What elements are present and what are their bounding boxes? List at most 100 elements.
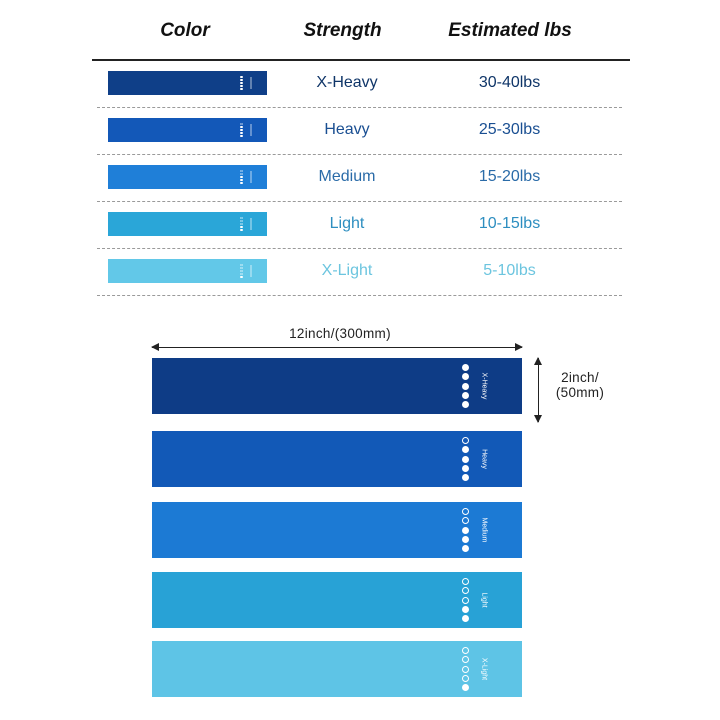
strength-dot	[461, 508, 469, 515]
strength-dot	[240, 170, 243, 172]
color-swatch	[108, 165, 267, 189]
width-arrow-icon	[534, 357, 542, 423]
strength-dot	[239, 276, 243, 278]
strength-value: Medium	[318, 168, 376, 185]
strength-dot	[239, 79, 243, 81]
band-label-mark	[250, 124, 252, 136]
length-dimension-label: 12inch/(300mm)	[289, 326, 391, 341]
strength-dot	[240, 267, 243, 269]
strength-dots-icon	[460, 437, 470, 481]
strength-dot	[239, 126, 243, 128]
strength-dot	[461, 455, 469, 463]
strength-dot	[240, 123, 243, 125]
strength-dot	[239, 226, 243, 228]
table-row: Light 10-15lbs	[97, 202, 622, 249]
strength-dots-icon	[460, 578, 470, 622]
row-divider	[97, 248, 622, 249]
row-divider	[97, 107, 622, 108]
lbs-value: 30-40lbs	[478, 74, 541, 91]
header-strength: Strength	[303, 20, 382, 41]
lbs-value: 25-30lbs	[478, 121, 541, 138]
strength-value: Heavy	[324, 121, 370, 138]
strength-dot	[461, 535, 469, 543]
strength-value: X-Heavy	[316, 74, 378, 91]
header-estimated-lbs: Estimated lbs	[448, 20, 572, 41]
strength-dots-icon	[238, 170, 244, 184]
strength-dot	[239, 135, 243, 137]
strength-dot	[461, 437, 469, 444]
strength-dot	[461, 684, 469, 691]
row-divider	[97, 154, 622, 155]
table-row: Medium 15-20lbs	[97, 155, 622, 202]
strength-dot	[240, 173, 243, 175]
strength-dot	[239, 229, 243, 231]
strength-dots-icon	[238, 217, 244, 231]
strength-dot	[461, 587, 469, 595]
header-divider	[92, 59, 630, 61]
row-divider	[97, 295, 622, 296]
width-dimension-line1: 2inch/	[561, 370, 599, 385]
strength-dot	[239, 179, 243, 181]
resistance-band: Light	[152, 572, 522, 628]
strength-dot	[461, 401, 469, 408]
color-swatch	[108, 71, 267, 95]
band-label-mark	[250, 77, 252, 89]
band-strength-label: Light	[480, 592, 488, 608]
strength-dot	[461, 596, 469, 604]
width-dimension-line2: (50mm)	[555, 385, 605, 400]
strength-dot	[461, 474, 469, 481]
band-strength-label: X-Light	[480, 657, 488, 681]
strength-dot	[240, 264, 243, 266]
strength-dot	[461, 382, 469, 390]
strength-dot	[239, 132, 243, 134]
strength-dot	[239, 85, 243, 87]
strength-dot	[239, 182, 243, 184]
strength-dot	[239, 82, 243, 84]
header-color: Color	[160, 20, 210, 41]
color-swatch	[108, 259, 267, 283]
table-row: X-Light 5-10lbs	[97, 249, 622, 296]
strength-dot	[240, 220, 243, 222]
strength-dot	[461, 517, 469, 525]
lbs-value: 10-15lbs	[478, 215, 541, 232]
band-label-mark	[250, 265, 252, 277]
strength-dot	[461, 605, 469, 613]
strength-dot	[461, 464, 469, 472]
strength-dot	[461, 373, 469, 381]
strength-dot	[239, 76, 243, 78]
strength-dot	[461, 446, 469, 454]
strength-dots-icon	[460, 647, 470, 691]
strength-dots-icon	[238, 76, 244, 90]
strength-dots-icon	[238, 264, 244, 278]
strength-dot	[239, 176, 243, 178]
band-strength-label: Heavy	[480, 449, 488, 469]
color-swatch	[108, 212, 267, 236]
length-arrow-icon	[151, 343, 523, 351]
strength-dot	[461, 545, 469, 552]
strength-dot	[461, 391, 469, 399]
strength-dot	[461, 615, 469, 622]
strength-dot	[240, 217, 243, 219]
strength-dot	[461, 526, 469, 534]
strength-value: Light	[329, 215, 365, 232]
resistance-band: Heavy	[152, 431, 522, 487]
strength-dots-icon	[460, 364, 470, 408]
strength-dots-icon	[460, 508, 470, 552]
strength-dot	[461, 364, 469, 371]
resistance-band: Medium	[152, 502, 522, 558]
lbs-value: 15-20lbs	[478, 168, 541, 185]
strength-dot	[461, 578, 469, 585]
width-dimension-label: 2inch/ (50mm)	[548, 370, 612, 400]
resistance-band: X-Light	[152, 641, 522, 697]
strength-dot	[461, 665, 469, 673]
band-strength-label: Medium	[480, 517, 488, 543]
band-label-mark	[250, 218, 252, 230]
strength-dot	[461, 647, 469, 654]
strength-value: X-Light	[321, 262, 373, 279]
strength-dot	[239, 129, 243, 131]
strength-dots-icon	[238, 123, 244, 137]
table-row: X-Heavy 30-40lbs	[97, 61, 622, 108]
band-label-mark	[250, 171, 252, 183]
lbs-value: 5-10lbs	[483, 262, 536, 279]
strength-dot	[461, 656, 469, 664]
